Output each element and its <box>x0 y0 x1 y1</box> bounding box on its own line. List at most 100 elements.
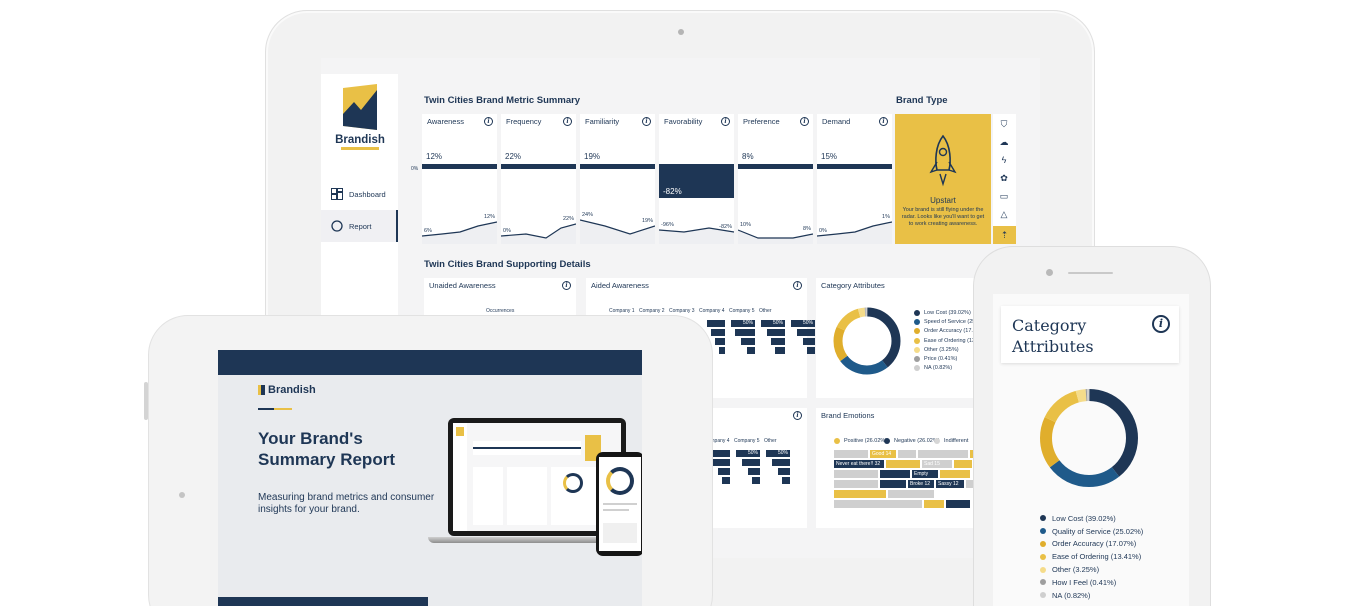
legend-label: NA (0.82%) <box>924 365 953 372</box>
phone-camera <box>1046 269 1053 276</box>
info-icon[interactable]: i <box>800 117 809 126</box>
report-icon <box>331 220 343 232</box>
lower-bar <box>748 468 760 475</box>
sidebar-item-dashboard[interactable]: Dashboard <box>321 178 398 210</box>
metric-value: 19% <box>584 152 601 161</box>
brand-type-title: Brand Type <box>896 95 948 106</box>
laptop-base <box>428 537 642 543</box>
metric-header: Frequency i <box>506 117 572 126</box>
info-icon[interactable]: i <box>642 117 651 126</box>
emotion-tag <box>834 470 878 478</box>
card-title: Category Attributes <box>821 281 885 290</box>
info-icon[interactable]: i <box>793 281 802 290</box>
legend-label: Positive (26.02%) <box>844 438 888 444</box>
sparkline-end-label: 12% <box>483 214 495 220</box>
metric-bar <box>501 164 576 169</box>
info-icon[interactable]: i <box>721 117 730 126</box>
aided-bar: 50% <box>761 320 785 327</box>
metric-sparkline <box>580 219 655 244</box>
sparkline-area <box>501 224 576 244</box>
mountain-icon[interactable]: △ <box>1000 209 1008 219</box>
donut-slice <box>833 307 901 375</box>
legend-swatch <box>1040 566 1046 573</box>
info-icon[interactable]: i <box>562 281 571 290</box>
emotion-tag <box>888 490 934 498</box>
brandish-logo-icon <box>258 385 265 395</box>
emotion-tag <box>834 450 868 458</box>
emotion-tag: Good 14 <box>870 450 896 458</box>
divider-accent <box>274 408 292 410</box>
metric-header: Familiarity i <box>585 117 651 126</box>
emotion-tag <box>918 450 968 458</box>
sparkline-line <box>422 221 497 237</box>
info-icon[interactable]: i <box>484 117 493 126</box>
info-icon[interactable]: i <box>563 117 572 126</box>
speech-icon[interactable]: ▭ <box>999 191 1009 201</box>
emotion-tag <box>954 460 972 468</box>
brain-icon[interactable]: ☁ <box>999 137 1009 147</box>
metric-value: -82% <box>663 187 682 196</box>
emotion-tag <box>834 500 922 508</box>
info-icon[interactable]: i <box>1152 315 1170 333</box>
metric-bar <box>738 164 813 169</box>
legend-swatch <box>884 438 890 444</box>
legend-label: Other (3.25%) <box>924 346 959 353</box>
company-header: Other <box>764 438 777 444</box>
sparkline-start-label: -96% <box>661 222 674 228</box>
legend-item: Price (0.41%) <box>914 356 957 362</box>
emotion-tag <box>946 500 970 508</box>
donut-slice <box>1040 389 1138 487</box>
sparkline-area <box>422 222 497 244</box>
donut-slice <box>1040 389 1138 487</box>
sparkline-end-label: 8% <box>803 226 811 232</box>
lower-left-card: i Company 4 Company 5 Other 50% 50% <box>704 408 807 528</box>
lower-bar <box>752 477 760 484</box>
phone-screen-content <box>599 457 641 551</box>
brand-name: Brandish <box>335 134 385 146</box>
report-brand-name: Brandish <box>268 384 316 396</box>
lower-bar <box>718 468 730 475</box>
metric-label: Familiarity <box>585 117 620 126</box>
metric-label: Demand <box>822 117 851 126</box>
lower-bar <box>778 468 790 475</box>
metric-label: Preference <box>743 117 780 126</box>
aided-bar <box>775 347 785 354</box>
metric-card: Frequency i 22% 0% 22% <box>501 114 576 244</box>
company-header: Company 5 <box>734 438 760 444</box>
lightning-icon[interactable]: ϟ <box>1001 155 1007 165</box>
lower-bar: 50% <box>736 450 760 457</box>
aided-bar: 50% <box>731 320 755 327</box>
legend-label: Low Cost (39.02%) <box>924 310 971 316</box>
sidebar-item-report[interactable]: Report <box>321 210 398 242</box>
legend-item: Indifferent <box>934 438 968 444</box>
aided-bar <box>735 329 755 336</box>
metric-label: Favorability <box>664 117 703 126</box>
rocket-icon[interactable]: ⇡ <box>993 226 1016 244</box>
legend-swatch <box>914 337 920 344</box>
emotion-tag: Sad 15 <box>922 460 952 468</box>
category-donut-chart <box>833 307 901 375</box>
sparkline-line <box>738 229 813 239</box>
zero-axis-label: 0% <box>411 166 419 172</box>
metric-bar <box>659 164 734 198</box>
sparkline-start-label: 0% <box>819 228 827 234</box>
info-icon[interactable]: i <box>879 117 888 126</box>
info-icon[interactable]: i <box>793 411 802 420</box>
metric-card: Demand i 15% 0% 1% <box>817 114 892 244</box>
legend-label: Low Cost (39.02%) <box>1052 513 1116 523</box>
emotion-tag: Empty 116 <box>912 470 938 485</box>
category-attributes-header-card: Category Attributes i <box>1001 306 1179 363</box>
legend-swatch <box>1040 553 1046 560</box>
shield-icon[interactable]: ⛉ <box>1000 119 1008 129</box>
chameleon-icon[interactable]: ✿ <box>1000 173 1008 183</box>
donut-slice <box>833 307 901 375</box>
legend-swatch <box>1040 592 1046 599</box>
legend-item: NA (0.82%) <box>914 365 953 372</box>
legend-item: How I Feel (0.41%) <box>1040 576 1143 589</box>
unaided-sub: Occurrences <box>486 308 515 314</box>
legend-swatch <box>1040 579 1046 586</box>
lower-bar <box>772 459 790 466</box>
lower-bar <box>782 477 790 484</box>
legend-item: Order Accuracy (17.07%) <box>1040 538 1143 551</box>
